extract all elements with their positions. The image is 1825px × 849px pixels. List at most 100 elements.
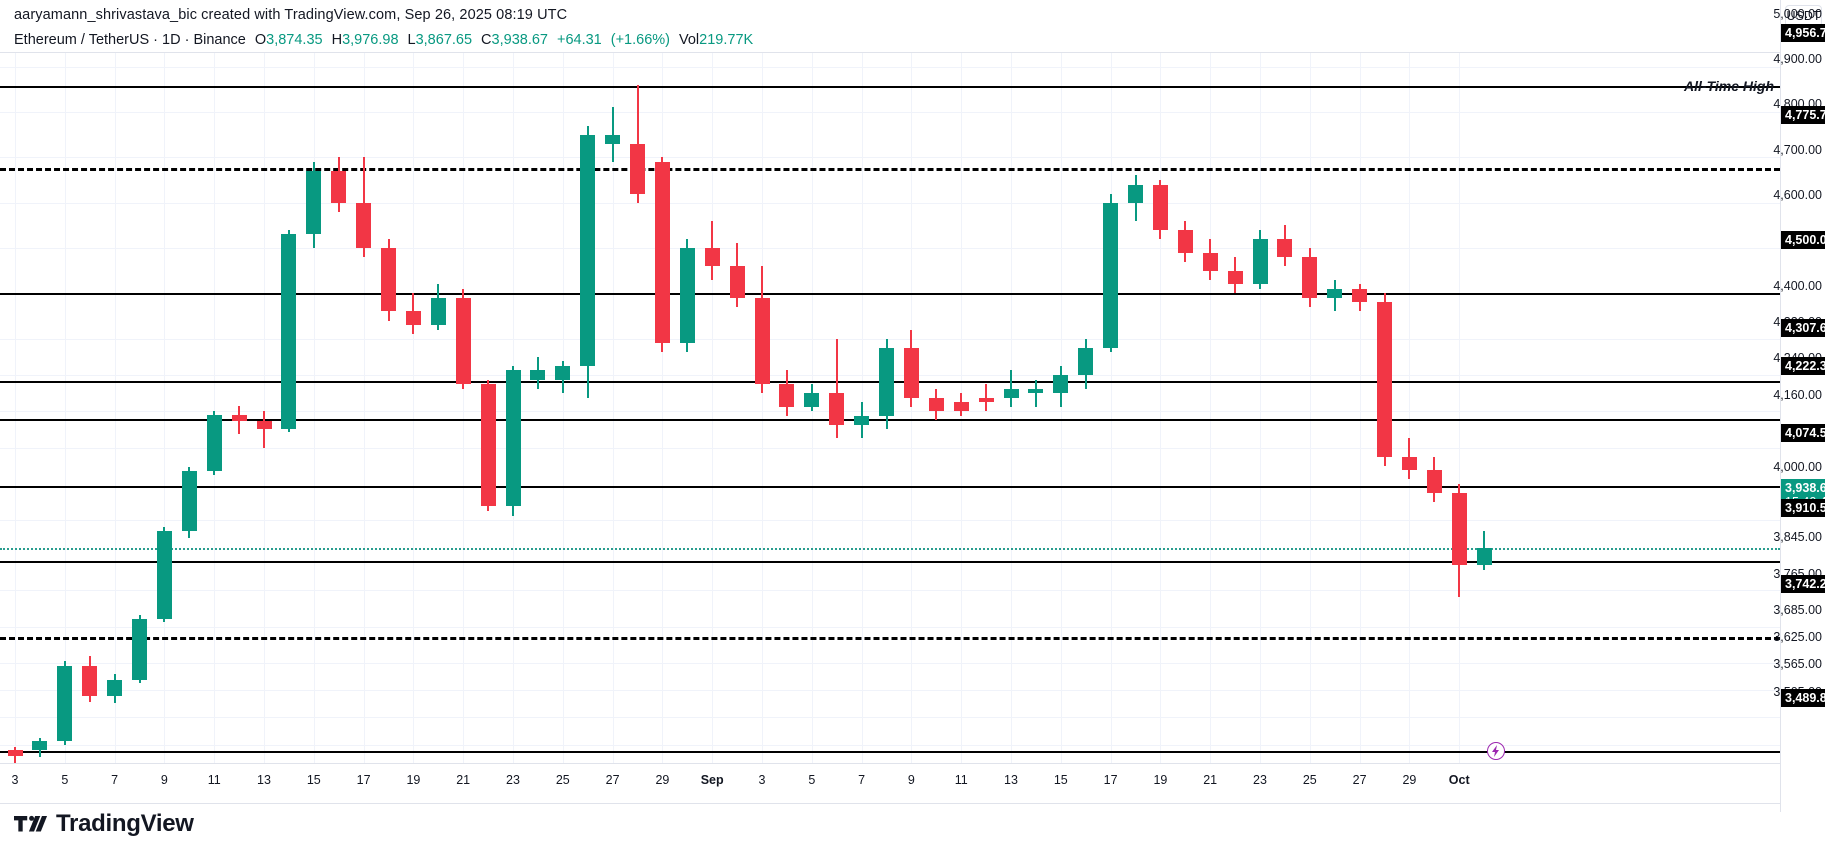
price-level-line[interactable] [0, 168, 1780, 172]
candlestick-body [1451, 492, 1467, 566]
candlestick-body [356, 202, 372, 248]
candlestick [729, 53, 745, 763]
legend-low-label: L [407, 32, 416, 48]
time-axis-tick-label: 23 [506, 773, 520, 787]
candlestick-body [231, 414, 247, 422]
grid-line-vertical [712, 53, 714, 763]
price-tag-value: 4,222.32 [1785, 359, 1825, 374]
grid-line-vertical [164, 53, 166, 763]
price-tag-value: 4,775.70 [1785, 108, 1825, 123]
legend-change-percent: (+1.66%) [610, 32, 670, 48]
candlestick-body [1028, 388, 1044, 394]
candlestick [530, 53, 546, 763]
price-level-tag[interactable]: 4,500.00 [1781, 231, 1825, 250]
candlestick-body [630, 143, 645, 194]
price-axis-tick-label: 4,400.00 [1773, 278, 1822, 293]
price-level-line[interactable] [0, 560, 1780, 563]
candlestick-body [281, 234, 297, 430]
price-level-tag[interactable]: 4,775.70 [1781, 106, 1825, 125]
price-level-tag[interactable]: 4,074.58 [1781, 424, 1825, 443]
price-level-tag[interactable]: 4,222.32 [1781, 357, 1825, 376]
price-axis-tick-label: 3,685.00 [1773, 602, 1822, 617]
legend-symbol[interactable]: Ethereum / TetherUS · 1D · Binance [14, 32, 246, 48]
grid-line-vertical [463, 53, 465, 763]
candlestick-body [57, 666, 73, 742]
price-level-line[interactable] [0, 419, 1780, 422]
price-axis-tick-label: 4,600.00 [1773, 188, 1822, 202]
candlestick-body [82, 666, 98, 697]
time-axis-tick-label: 9 [160, 773, 168, 787]
time-axis[interactable]: 3 5 7 9 11 13 15 17 19 21 23 25 27 29 Sep 3 5 7 9 11 13 15 17 1… [0, 764, 1780, 804]
time-axis-tick-label: 15 [306, 773, 321, 787]
grid-line-vertical [1459, 53, 1461, 763]
candlestick [1426, 53, 1442, 763]
grid-line-horizontal [0, 111, 1780, 113]
legend-open-label: O [254, 32, 267, 48]
candlestick-body [181, 471, 197, 532]
grid-line-horizontal [0, 338, 1780, 340]
price-tag-value: 4,074.58 [1785, 426, 1825, 441]
grid-line-horizontal [0, 626, 1780, 628]
candlestick [679, 53, 695, 763]
grid-line-vertical [1359, 53, 1361, 763]
price-axis[interactable]: USDT 5,000.00 4,900.00 4,800.00 4,700.00 4,6… [1773, 0, 1825, 812]
price-level-tag[interactable]: 4,956.78 [1781, 24, 1825, 43]
price-level-tag[interactable]: 3,489.83 [1781, 689, 1825, 708]
price-level-line[interactable] [0, 547, 1780, 550]
candlestick-wick [835, 338, 838, 439]
candlestick [754, 53, 770, 763]
price-level-tag[interactable]: 3,742.24 [1781, 575, 1825, 593]
candlestick [804, 53, 820, 763]
candlestick [1053, 53, 1069, 763]
candlestick-body [156, 531, 172, 619]
candlestick [903, 53, 919, 763]
price-level-line[interactable] [0, 637, 1780, 640]
candlestick-body [1053, 374, 1069, 394]
candlestick-body [903, 347, 919, 398]
price-level-tag[interactable]: 4,307.67 [1781, 318, 1825, 337]
candlestick-body [381, 248, 396, 312]
grid-line-vertical [612, 53, 614, 763]
legend-close-value: 3,938.67 [491, 32, 548, 48]
price-level-line[interactable] [0, 751, 1780, 754]
candlestick [82, 53, 98, 763]
candlestick-body [854, 415, 870, 425]
time-axis-tick-label: 21 [456, 773, 471, 787]
candlestick [206, 53, 222, 763]
candlestick [779, 53, 795, 763]
price-level-line[interactable] [0, 293, 1780, 296]
price-level-line[interactable] [0, 486, 1780, 489]
grid-line-vertical [1309, 53, 1311, 763]
candlestick-body [779, 384, 795, 407]
time-axis-tick-label: 11 [207, 773, 221, 787]
candlestick-body [107, 679, 123, 697]
candlestick [57, 53, 73, 763]
price-level-tag[interactable]: 3,910.53 [1781, 498, 1825, 517]
lightning-event-icon[interactable] [1487, 742, 1506, 761]
all-time-high-annotation[interactable]: All-Time High [1684, 78, 1774, 95]
chart-plot-area[interactable]: All-Time High [0, 52, 1780, 764]
grid-line-vertical [15, 53, 16, 763]
legend-volume-label: Vol [679, 32, 700, 48]
candlestick [1327, 53, 1343, 763]
candlestick-body [505, 370, 521, 507]
legend-change: +64.31 [556, 32, 602, 48]
grid-line-vertical [1409, 53, 1411, 763]
price-tag-value: 4,500.00 [1785, 233, 1825, 248]
candlestick [281, 53, 297, 763]
time-axis-tick-label: 27 [605, 773, 620, 787]
grid-line-vertical [1011, 53, 1012, 763]
candlestick-body [555, 365, 571, 380]
grid-line-horizontal [0, 66, 1780, 68]
candlestick-body [1302, 257, 1318, 298]
candlestick [181, 53, 197, 763]
price-axis-tick-label: 4,900.00 [1773, 51, 1822, 66]
candlestick [1003, 53, 1019, 763]
candlestick [1352, 53, 1368, 763]
candlestick [879, 53, 894, 763]
grid-line-horizontal [0, 744, 1780, 746]
price-tag-value: 3,938.67 [1785, 480, 1825, 495]
price-level-line[interactable] [0, 86, 1780, 89]
candlestick-body [1177, 229, 1193, 253]
candlestick [1476, 53, 1492, 763]
